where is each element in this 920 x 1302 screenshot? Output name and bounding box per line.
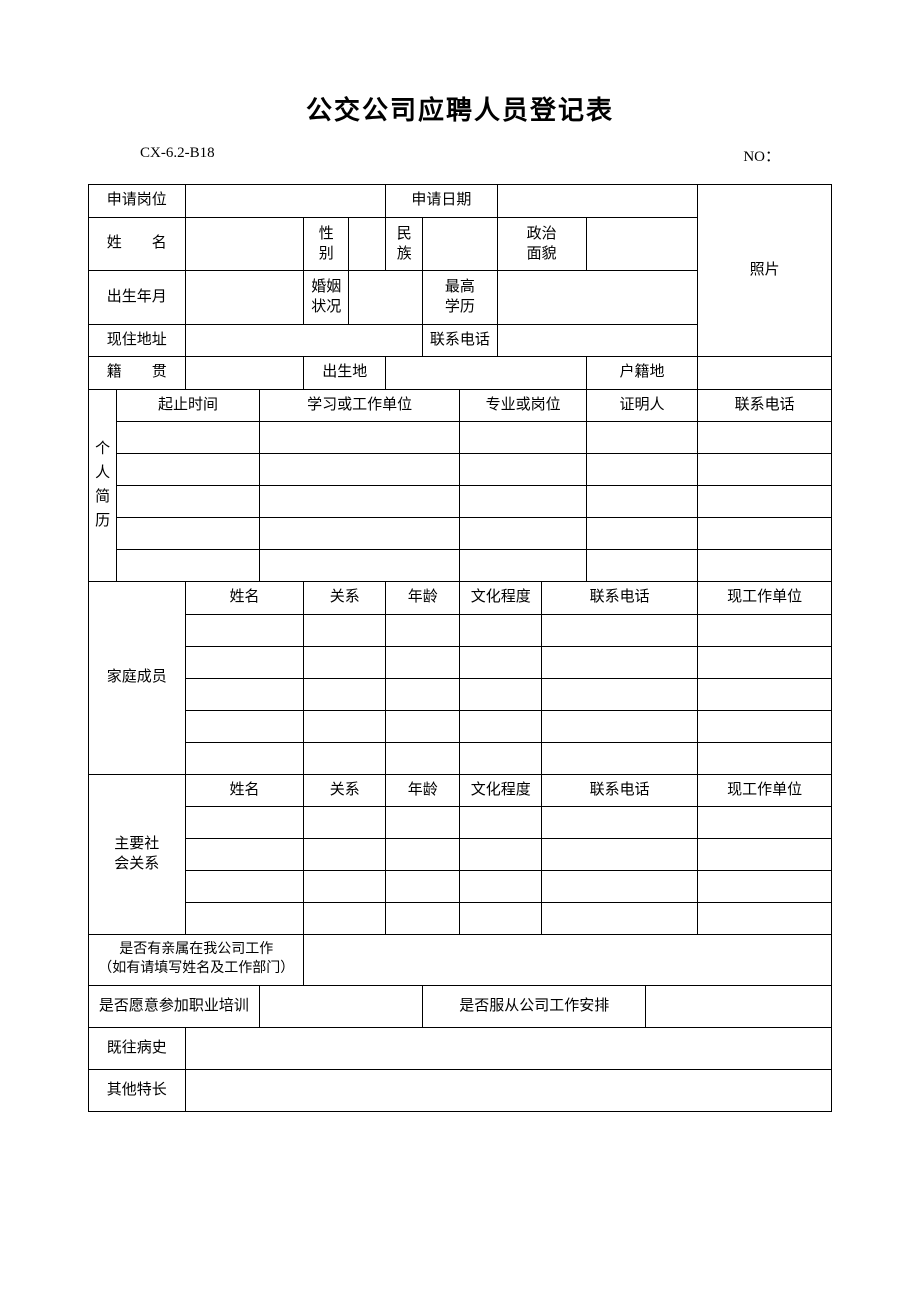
- field-position[interactable]: [185, 185, 386, 218]
- label-ethnicity: 民族: [386, 217, 423, 271]
- no-label: NO：: [743, 145, 780, 166]
- label-phone: 联系电话: [423, 324, 497, 357]
- label-address: 现住地址: [89, 324, 186, 357]
- family-col-phone: 联系电话: [542, 582, 698, 615]
- meta-row: CX-6.2-B18 NO：: [88, 145, 832, 166]
- form-code: CX-6.2-B18: [140, 145, 215, 166]
- field-gender[interactable]: [349, 217, 386, 271]
- family-col-relation: 关系: [304, 582, 386, 615]
- label-resume: 个人简历: [89, 389, 117, 582]
- photo-box[interactable]: 照片: [698, 185, 832, 357]
- resume-col-period: 起止时间: [117, 389, 260, 422]
- resume-col-contact: 联系电话: [698, 389, 832, 422]
- field-relative[interactable]: [304, 935, 832, 986]
- resume-row[interactable]: [89, 518, 832, 550]
- field-disease[interactable]: [185, 1027, 831, 1069]
- resume-col-org: 学习或工作单位: [259, 389, 460, 422]
- field-education[interactable]: [497, 271, 698, 325]
- resume-row[interactable]: [89, 454, 832, 486]
- label-family: 家庭成员: [89, 582, 186, 775]
- family-row[interactable]: [89, 646, 832, 678]
- label-training: 是否愿意参加职业培训: [89, 985, 260, 1027]
- social-col-phone: 联系电话: [542, 774, 698, 807]
- family-row[interactable]: [89, 678, 832, 710]
- family-col-age: 年龄: [386, 582, 460, 615]
- family-col-name: 姓名: [185, 582, 304, 615]
- label-gender: 性别: [304, 217, 349, 271]
- field-training[interactable]: [259, 985, 422, 1027]
- field-arrangement[interactable]: [646, 985, 832, 1027]
- social-row[interactable]: [89, 871, 832, 903]
- social-row[interactable]: [89, 839, 832, 871]
- field-political[interactable]: [586, 217, 697, 271]
- social-col-age: 年龄: [386, 774, 460, 807]
- family-col-edu: 文化程度: [460, 582, 542, 615]
- label-birthplace: 出生地: [304, 357, 386, 390]
- field-hukou[interactable]: [698, 357, 832, 390]
- label-name: 姓 名: [89, 217, 186, 271]
- label-relative-q: 是否有亲属在我公司工作（如有请填写姓名及工作部门）: [89, 935, 304, 986]
- resume-col-witness: 证明人: [586, 389, 697, 422]
- field-phone[interactable]: [497, 324, 698, 357]
- social-row[interactable]: [89, 903, 832, 935]
- field-name[interactable]: [185, 217, 304, 271]
- label-marital: 婚姻状况: [304, 271, 349, 325]
- label-political: 政治面貌: [497, 217, 586, 271]
- field-ethnicity[interactable]: [423, 217, 497, 271]
- label-social: 主要社会关系: [89, 774, 186, 935]
- label-apply-date: 申请日期: [386, 185, 497, 218]
- resume-row[interactable]: [89, 550, 832, 582]
- resume-row[interactable]: [89, 422, 832, 454]
- label-position: 申请岗位: [89, 185, 186, 218]
- registration-table: 申请岗位 申请日期 照片 姓 名 性别 民族 政治面貌 出生年月 婚姻状况 最高…: [88, 184, 832, 1112]
- field-apply-date[interactable]: [497, 185, 698, 218]
- field-address[interactable]: [185, 324, 423, 357]
- social-col-name: 姓名: [185, 774, 304, 807]
- field-birth[interactable]: [185, 271, 304, 325]
- social-row[interactable]: [89, 807, 832, 839]
- resume-col-major: 专业或岗位: [460, 389, 586, 422]
- label-native: 籍 贯: [89, 357, 186, 390]
- form-title: 公交公司应聘人员登记表: [88, 90, 832, 127]
- field-birthplace[interactable]: [386, 357, 587, 390]
- social-col-edu: 文化程度: [460, 774, 542, 807]
- family-row[interactable]: [89, 614, 832, 646]
- field-specialty[interactable]: [185, 1069, 831, 1111]
- family-row[interactable]: [89, 710, 832, 742]
- label-hukou: 户籍地: [586, 357, 697, 390]
- social-col-work: 现工作单位: [698, 774, 832, 807]
- field-marital[interactable]: [349, 271, 423, 325]
- social-col-relation: 关系: [304, 774, 386, 807]
- field-native[interactable]: [185, 357, 304, 390]
- label-disease: 既往病史: [89, 1027, 186, 1069]
- label-specialty: 其他特长: [89, 1069, 186, 1111]
- resume-row[interactable]: [89, 486, 832, 518]
- label-education: 最高学历: [423, 271, 497, 325]
- label-arrangement: 是否服从公司工作安排: [423, 985, 646, 1027]
- label-birth: 出生年月: [89, 271, 186, 325]
- family-col-work: 现工作单位: [698, 582, 832, 615]
- family-row[interactable]: [89, 742, 832, 774]
